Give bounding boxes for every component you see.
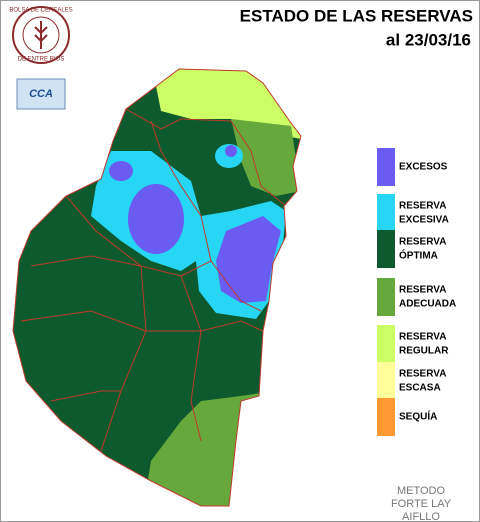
legend-swatch <box>377 362 395 400</box>
legend-label: ESCASA <box>399 383 441 394</box>
legend-swatch <box>377 194 395 232</box>
logo: BOLSA DE CEREALES DE ENTRE RIOS CCA <box>9 6 73 110</box>
legend-label: REGULAR <box>399 346 449 357</box>
logo-bottom-text: DE ENTRE RIOS <box>18 57 65 63</box>
method-line: AIFLLO <box>402 511 440 521</box>
province-map <box>13 69 301 506</box>
legend-label: EXCESOS <box>399 162 448 173</box>
logo-top-text: BOLSA DE CEREALES <box>9 8 72 14</box>
logo-badge: CCA <box>29 88 53 100</box>
legend-label: SEQUÍA <box>399 410 437 423</box>
legend-label: EXCESIVA <box>399 215 449 226</box>
legend-swatch <box>377 398 395 436</box>
legend-swatch <box>377 278 395 316</box>
legend-label: RESERVA <box>399 237 446 248</box>
legend-label: RESERVA <box>399 332 446 343</box>
legend-label: ADECUADA <box>399 299 456 310</box>
legend-label: ÓPTIMA <box>399 249 438 262</box>
date: al 23/03/16 <box>386 30 471 49</box>
legend: EXCESOSRESERVAEXCESIVARESERVAÓPTIMARESER… <box>377 148 456 436</box>
province-outline <box>12 68 302 507</box>
method-line: FORTE LAY <box>391 498 452 510</box>
legend-swatch <box>377 148 395 186</box>
legend-swatch <box>377 230 395 268</box>
legend-label: RESERVA <box>399 201 446 212</box>
title: ESTADO DE LAS RESERVAS <box>240 6 473 25</box>
method-line: METODO <box>397 485 446 497</box>
legend-swatch <box>377 325 395 363</box>
legend-label: RESERVA <box>399 369 446 380</box>
legend-label: RESERVA <box>399 285 446 296</box>
